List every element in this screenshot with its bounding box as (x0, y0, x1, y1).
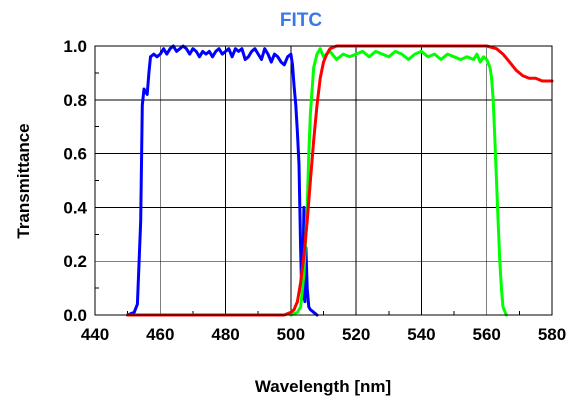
x-tick-label: 500 (277, 325, 305, 344)
x-tick-label: 480 (211, 325, 239, 344)
series-group (126, 44, 554, 317)
series-line-1 (126, 44, 319, 317)
chart-title: FITC (280, 10, 322, 31)
y-tick-label: 0.6 (63, 145, 87, 164)
x-tick-label: 560 (473, 325, 501, 344)
y-tick-label: 0.4 (63, 198, 87, 217)
plot-frame (94, 45, 553, 316)
x-tick-label: 440 (81, 325, 109, 344)
y-tick-label: 0.0 (63, 306, 87, 325)
x-tick-label: 580 (538, 325, 566, 344)
y-tick-label: 0.2 (63, 252, 87, 271)
y-tick-label: 0.8 (63, 91, 87, 110)
x-tick-label: 540 (407, 325, 435, 344)
x-axis-label: Wavelength [nm] (255, 377, 391, 396)
grid (95, 46, 552, 315)
series-line-3 (126, 44, 554, 317)
y-tick-label: 1.0 (63, 37, 87, 56)
y-axis-label: Transmittance (14, 123, 33, 238)
axis-ticks: 440 460 480 500 520 540 560 580 0.0 0.2 0.4 0.6 0.8 1… (63, 37, 566, 344)
x-tick-label: 460 (146, 325, 174, 344)
series-line-2 (289, 47, 508, 317)
x-tick-label: 520 (342, 325, 370, 344)
